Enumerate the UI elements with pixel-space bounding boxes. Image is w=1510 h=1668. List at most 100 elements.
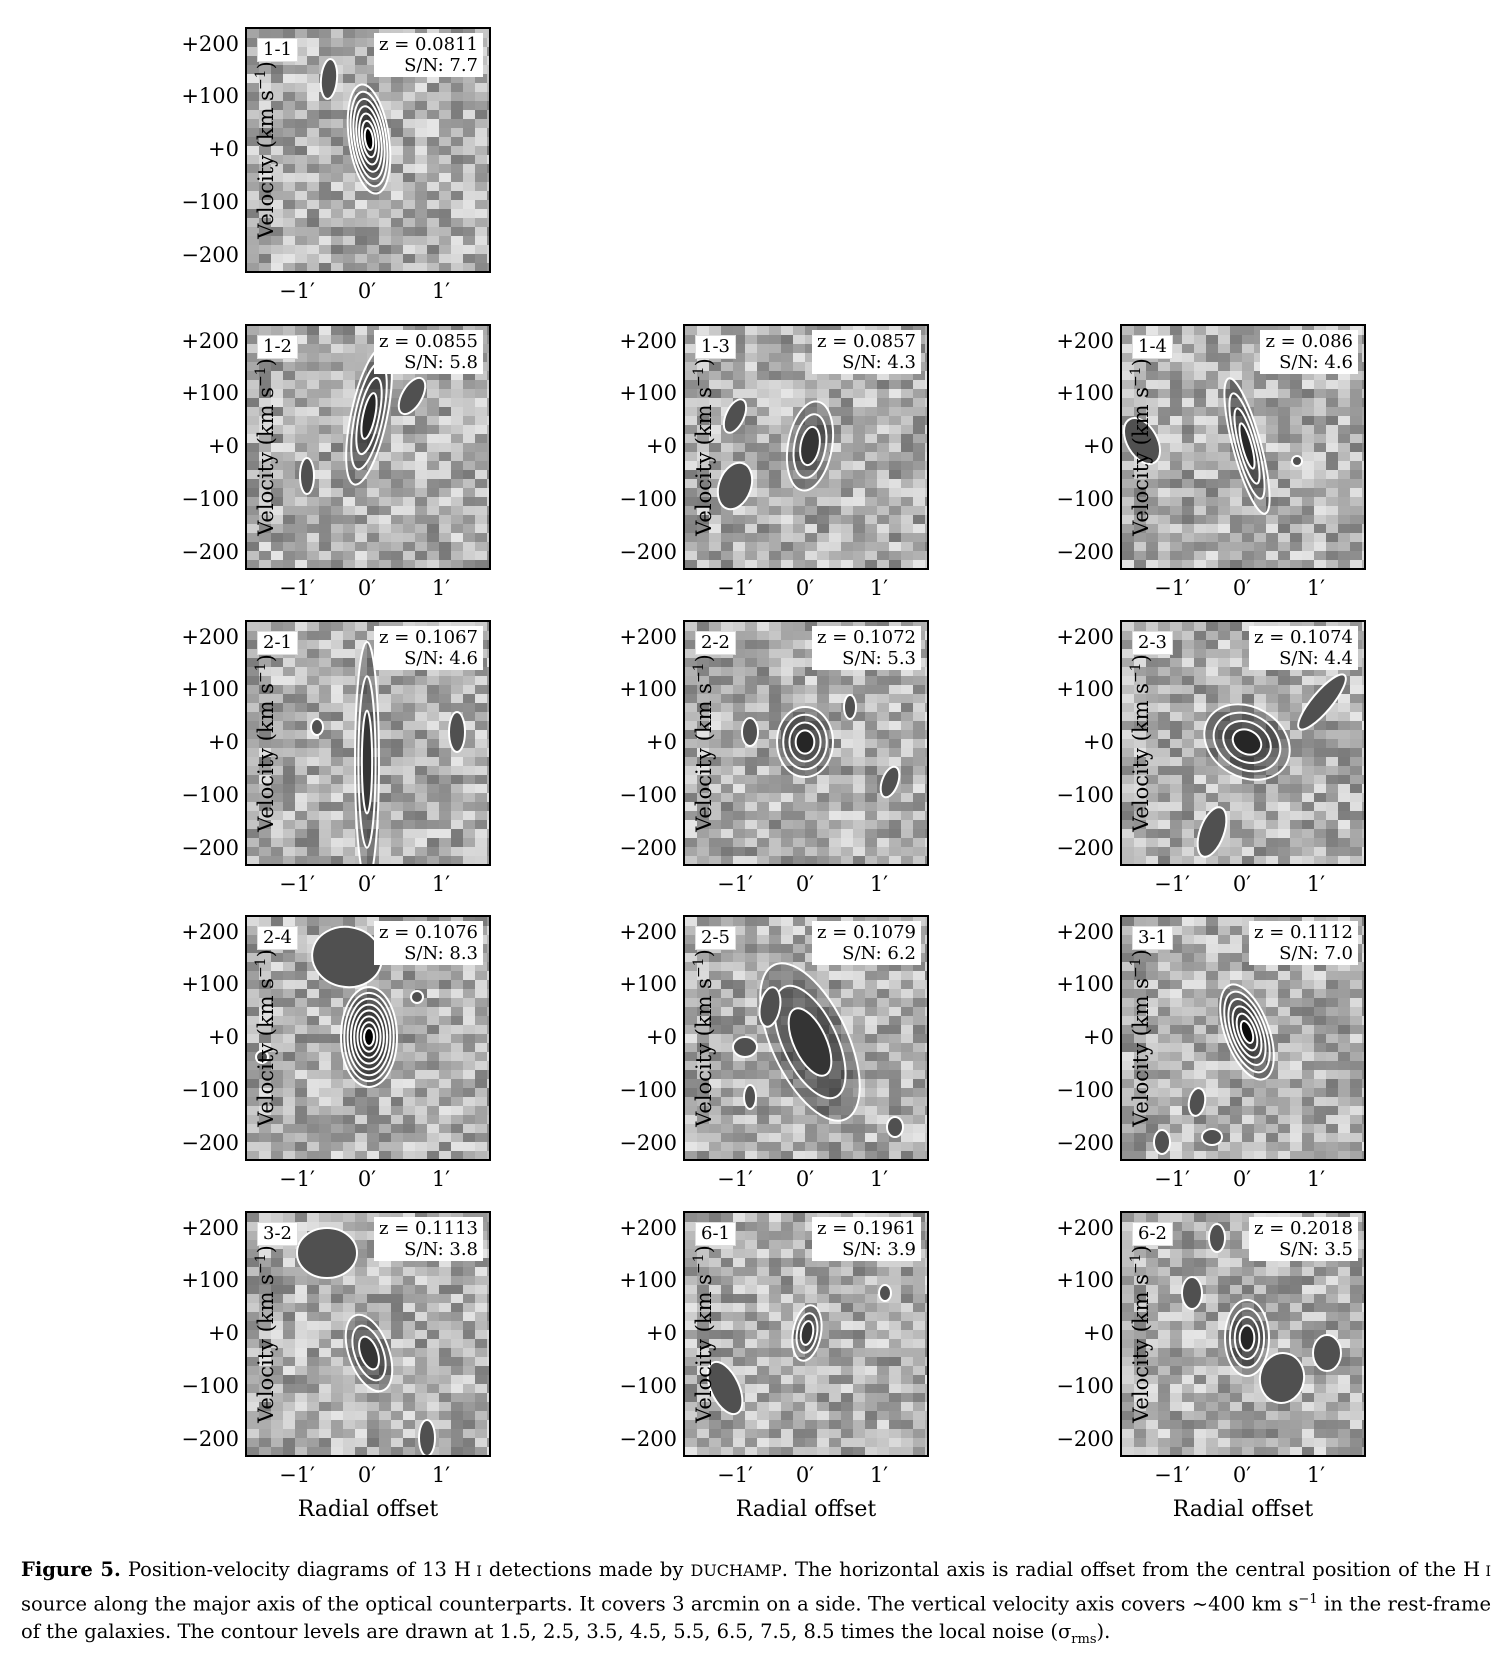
pixel-cell <box>865 461 877 470</box>
pixel-cell <box>319 793 331 802</box>
pixel-cell <box>1218 344 1230 353</box>
y-tick-label: +100 <box>619 381 677 405</box>
pixel-cell <box>745 542 757 551</box>
pixel-cell <box>1278 407 1290 416</box>
pixel-cell <box>403 479 415 488</box>
pixel-cell <box>391 989 403 998</box>
pixel-cell <box>853 856 865 864</box>
pixel-cell <box>1362 551 1364 560</box>
pixel-cell <box>1194 371 1206 380</box>
pixel-cell <box>487 1124 489 1133</box>
pixel-cell <box>913 488 925 497</box>
pixel-cell <box>439 820 451 829</box>
pixel-cell <box>901 847 913 856</box>
pixel-cell <box>1254 353 1266 362</box>
pixel-cell <box>307 533 319 542</box>
pixel-cell <box>487 721 489 730</box>
pixel-cell <box>1170 703 1182 712</box>
signal-to-noise-label: S/N: 4.6 <box>404 648 478 669</box>
pixel-cell <box>439 784 451 793</box>
pixel-cell <box>379 254 391 263</box>
pixel-cell <box>331 998 343 1007</box>
pixel-cell <box>367 640 379 649</box>
pixel-cell <box>1134 667 1146 676</box>
pixel-cell <box>793 380 805 389</box>
pixel-cell <box>1254 820 1266 829</box>
pv-image-frame: 1-3 z = 0.0857 S/N: 4.3 <box>683 324 929 570</box>
pixel-cell <box>853 694 865 703</box>
pixel-cell <box>271 524 283 533</box>
pixel-cell <box>427 182 439 191</box>
pixel-cell <box>475 1124 487 1133</box>
pixel-cell <box>379 1106 391 1115</box>
pixel-cell <box>1278 748 1290 757</box>
pixel-cell <box>331 802 343 811</box>
y-tick-label: +0 <box>1083 434 1114 458</box>
pixel-cell <box>295 362 307 371</box>
pixel-cell <box>463 1061 475 1070</box>
pixel-cell <box>805 953 817 962</box>
pixel-cell <box>403 1097 415 1106</box>
pixel-cell <box>1182 533 1194 542</box>
pixel-cell <box>805 935 817 944</box>
pixel-cell <box>769 416 781 425</box>
pixel-cell <box>307 1016 319 1025</box>
pixel-cell <box>271 676 283 685</box>
pixel-cell <box>853 551 865 560</box>
pixel-cell <box>1134 829 1146 838</box>
pixel-cell <box>475 155 487 164</box>
pixel-cell <box>307 766 319 775</box>
pixel-cell <box>1218 775 1230 784</box>
pixel-cell <box>319 829 331 838</box>
pixel-cell <box>391 1097 403 1106</box>
pixel-cell <box>1254 694 1266 703</box>
pixel-cell <box>283 622 295 631</box>
pixel-cell <box>901 739 913 748</box>
pixel-cell <box>439 962 451 971</box>
pixel-cell <box>1290 820 1302 829</box>
pixel-cell <box>1314 721 1326 730</box>
pixel-cell <box>439 101 451 110</box>
pixel-cell <box>697 389 709 398</box>
pixel-cell <box>685 649 697 658</box>
pixel-cell <box>829 416 841 425</box>
pixel-cell <box>259 962 271 971</box>
pixel-cell <box>415 1034 427 1043</box>
pixel-cell <box>925 506 927 515</box>
pixel-cell <box>271 164 283 173</box>
pixel-cell <box>451 425 463 434</box>
pixel-cell <box>319 730 331 739</box>
pixel-cell <box>295 416 307 425</box>
pixel-cell <box>487 137 489 146</box>
pixel-cell <box>781 425 793 434</box>
redshift-label: z = 0.1067 <box>379 627 478 648</box>
pixel-cell <box>901 461 913 470</box>
pixel-cell <box>271 407 283 416</box>
pixel-cell <box>415 1052 427 1061</box>
pixel-cell <box>283 953 295 962</box>
pixel-cell <box>463 667 475 676</box>
pixel-cell <box>343 730 355 739</box>
pixel-cell <box>307 551 319 560</box>
pixel-cell <box>259 470 271 479</box>
pixel-cell <box>463 838 475 847</box>
pixel-cell <box>877 757 889 766</box>
pixel-cell <box>1362 712 1364 721</box>
pixel-cell <box>475 515 487 524</box>
pixel-cell <box>403 811 415 820</box>
pixel-cell <box>901 971 913 980</box>
pixel-cell <box>439 506 451 515</box>
pixel-cell <box>259 1025 271 1034</box>
y-axis-title: Velocity (km s−1) <box>1128 613 1156 873</box>
pixel-cell <box>259 1061 271 1070</box>
pixel-cell <box>343 793 355 802</box>
pixel-cell <box>1350 820 1362 829</box>
pixel-cell <box>1122 685 1134 694</box>
pixel-cell <box>1278 551 1290 560</box>
pixel-cell <box>487 1133 489 1142</box>
pixel-cell <box>451 1052 463 1061</box>
pixel-cell <box>1182 712 1194 721</box>
pixel-cell <box>721 775 733 784</box>
pixel-cell <box>1362 380 1364 389</box>
pixel-cell <box>427 784 439 793</box>
